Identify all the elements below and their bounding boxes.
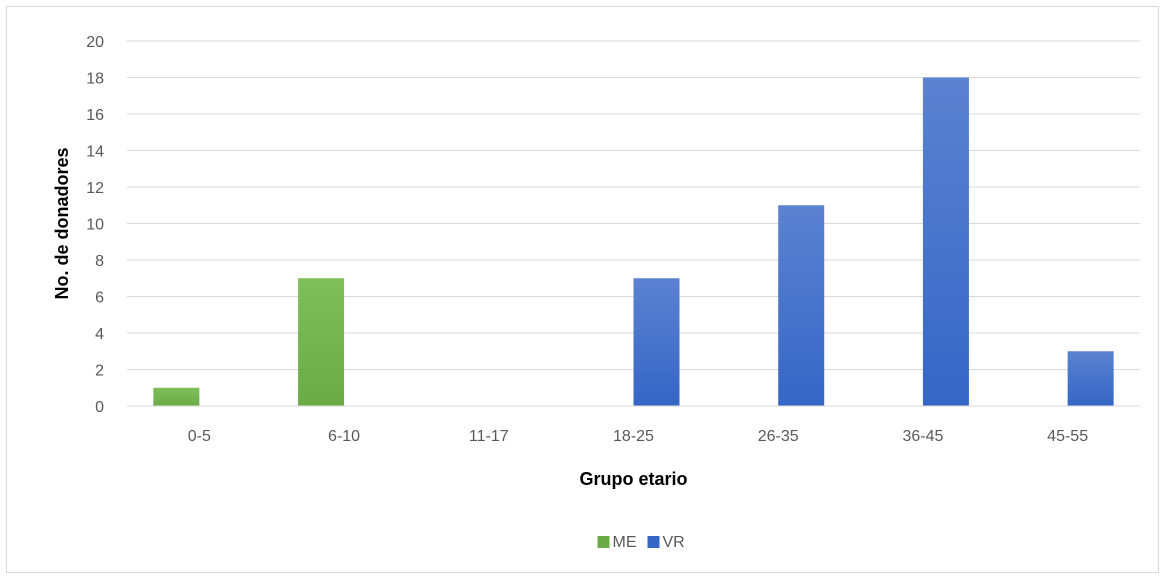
y-axis-tick-labels: 0 2 4 6 8 10 12 14 16 18 20 bbox=[86, 34, 104, 416]
y-tick-label: 14 bbox=[86, 144, 104, 161]
y-tick-label: 12 bbox=[86, 180, 104, 197]
x-tick-label: 45-55 bbox=[1047, 428, 1088, 445]
y-tick-label: 4 bbox=[95, 326, 104, 343]
x-tick-label: 6-10 bbox=[328, 428, 360, 445]
bar-vr-18-25 bbox=[633, 278, 680, 406]
bars bbox=[153, 77, 1114, 406]
bar-vr-26-35 bbox=[778, 205, 825, 406]
x-axis-title: Grupo etario bbox=[579, 469, 687, 489]
x-axis-tick-labels: 0-5 6-10 11-17 18-25 26-35 36-45 45-55 bbox=[188, 428, 1088, 445]
bar-me-0-5 bbox=[153, 387, 200, 406]
bar-me-6-10 bbox=[298, 278, 345, 406]
y-tick-label: 18 bbox=[86, 71, 104, 88]
y-tick-label: 0 bbox=[95, 399, 104, 416]
x-tick-label: 36-45 bbox=[902, 428, 943, 445]
y-tick-label: 6 bbox=[95, 290, 104, 307]
y-tick-label: 8 bbox=[95, 253, 104, 270]
y-tick-label: 2 bbox=[95, 363, 104, 380]
y-tick-label: 10 bbox=[86, 217, 104, 234]
bar-vr-45-55 bbox=[1067, 351, 1114, 406]
y-tick-label: 16 bbox=[86, 107, 104, 124]
legend-swatch-vr bbox=[647, 536, 660, 548]
x-tick-label: 26-35 bbox=[758, 428, 799, 445]
legend-label-me: ME bbox=[613, 534, 637, 551]
y-tick-label: 20 bbox=[86, 34, 104, 51]
gridlines bbox=[127, 40, 1140, 370]
y-axis-title: No. de donadores bbox=[52, 147, 72, 299]
legend-swatch-me bbox=[597, 536, 610, 548]
legend-label-vr: VR bbox=[663, 534, 685, 551]
x-tick-label: 0-5 bbox=[188, 428, 211, 445]
bar-vr-36-45 bbox=[922, 77, 969, 406]
x-tick-label: 18-25 bbox=[613, 428, 654, 445]
legend: ME VR bbox=[597, 534, 685, 551]
x-tick-label: 11-17 bbox=[469, 428, 509, 445]
